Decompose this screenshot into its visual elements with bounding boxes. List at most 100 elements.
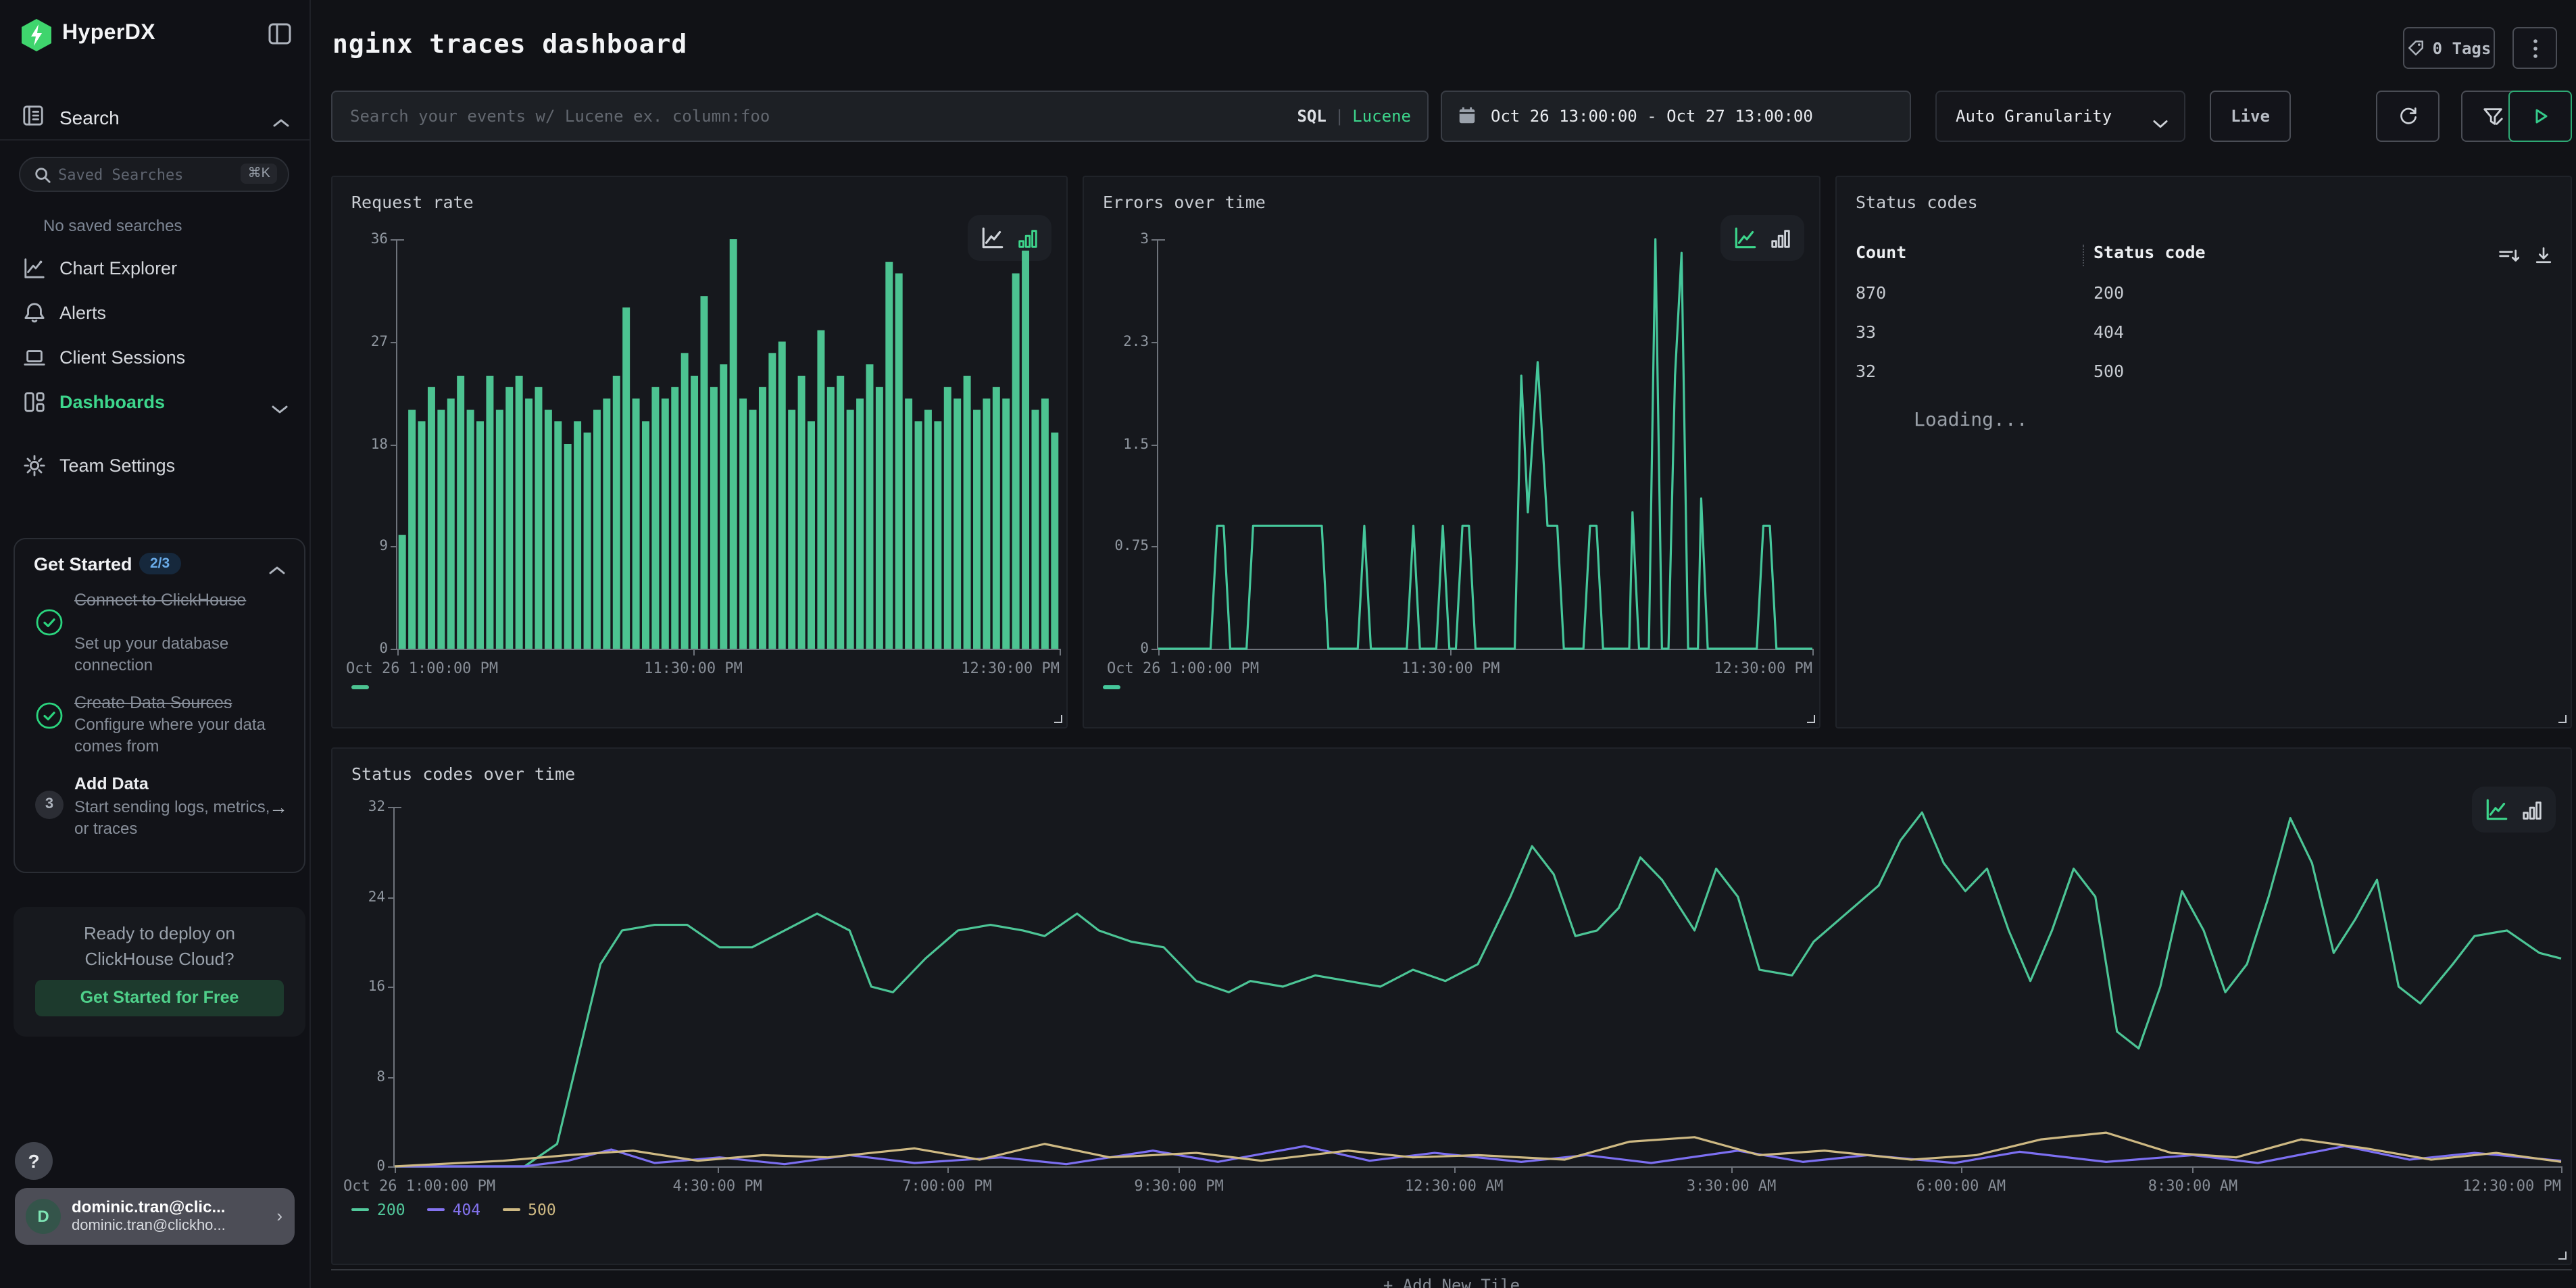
y-axis-tick-label: 18 — [370, 436, 388, 452]
legend-label: 500 — [528, 1200, 556, 1219]
chart-legend — [1103, 685, 1120, 689]
x-axis-tick-label: 12:30:00 AM — [1404, 1177, 1504, 1195]
legend-item[interactable] — [351, 685, 369, 689]
sidebar-item-alerts[interactable]: Alerts — [0, 293, 311, 334]
live-label: Live — [2231, 107, 2270, 126]
event-search-input[interactable]: Search your events w/ Lucene ex. column:… — [331, 91, 1429, 142]
sql-mode-toggle[interactable]: SQL — [1297, 107, 1327, 126]
bar-chart-icon[interactable] — [1016, 226, 1039, 249]
x-axis-tick-label: 12:30:00 PM — [1714, 660, 1812, 677]
legend-item[interactable] — [1103, 685, 1120, 689]
x-axis-tick-label: 12:30:00 PM — [961, 660, 1060, 677]
y-axis-tick-label: 2.3 — [1123, 333, 1149, 350]
legend-item[interactable]: 500 — [502, 1200, 556, 1219]
x-axis-tick-label: Oct 26 1:00:00 PM — [346, 660, 499, 677]
search-placeholder: Search your events w/ Lucene ex. column:… — [350, 107, 770, 126]
y-axis-tick — [388, 1166, 395, 1168]
step-desc: Configure where your data comes from — [74, 715, 266, 756]
play-icon — [2535, 109, 2547, 124]
nav-label: Client Sessions — [59, 347, 186, 368]
x-axis-tick-label: 7:00:00 PM — [902, 1177, 992, 1195]
y-axis-tick — [391, 649, 397, 650]
sidebar-collapse-icon[interactable] — [268, 22, 292, 46]
y-axis-tick-label: 8 — [376, 1068, 385, 1085]
sidebar-item-client-sessions[interactable]: Client Sessions — [0, 338, 311, 378]
table-header: Count Status code — [1837, 242, 2571, 274]
step-title: Connect to ClickHouse — [74, 591, 247, 610]
chevron-up-icon[interactable] — [269, 558, 285, 583]
step-desc: Start sending logs, metrics, or traces — [74, 797, 270, 838]
tags-button[interactable]: 0 Tags — [2403, 27, 2495, 69]
y-axis-tick — [1151, 444, 1158, 445]
legend-item[interactable]: 200 — [351, 1200, 405, 1219]
cell-count: 32 — [1856, 361, 1877, 381]
request-rate-chart[interactable]: 36 27 18 9 0 Oct 26 1:00:00 PM 11:30:00 PM 12:3… — [346, 231, 1061, 677]
x-axis-tick-label: 11:30:00 PM — [644, 660, 743, 677]
laptop-icon — [23, 346, 46, 376]
line-chart-icon[interactable] — [980, 225, 1006, 251]
status-codes-over-time-chart[interactable]: 32 24 16 8 0 Oct 26 1:00:00 PM 4:30:00 PM 7:00:… — [343, 799, 2561, 1195]
y-axis-tick — [388, 807, 395, 808]
y-axis-tick — [1151, 649, 1158, 650]
bar-chart-icon[interactable] — [2521, 798, 2544, 821]
page-title: nginx traces dashboard — [332, 30, 688, 59]
column-header-status-code[interactable]: Status code — [2094, 242, 2206, 262]
user-menu[interactable]: D dominic.tran@clic... dominic.tran@clic… — [15, 1188, 295, 1245]
sidebar-item-chart-explorer[interactable]: Chart Explorer — [0, 249, 311, 289]
y-axis-tick-label: 16 — [368, 979, 385, 995]
y-axis-tick-label: 0 — [1140, 641, 1149, 657]
y-axis-tick-label: 0 — [376, 1158, 385, 1174]
errors-chart[interactable]: 3 2.3 1.5 0.75 0 Oct 26 1:00:00 PM 11:30:00 PM… — [1107, 231, 1814, 677]
sidebar-item-search[interactable]: Search — [0, 97, 311, 141]
sort-rows-icon[interactable] — [2498, 245, 2520, 273]
x-axis-tick — [1450, 649, 1452, 655]
saved-searches-input[interactable]: Saved Searches ⌘K — [19, 157, 289, 192]
chevron-right-icon: › — [276, 1206, 282, 1226]
y-axis-tick-label: 3 — [1140, 231, 1149, 247]
dashboard-menu-button[interactable] — [2512, 27, 2557, 69]
table-row[interactable]: 32 500 — [1837, 361, 2571, 396]
date-range-picker[interactable]: Oct 26 13:00:00 - Oct 27 13:00:00 — [1441, 91, 1911, 142]
resize-handle[interactable] — [2558, 1252, 2567, 1260]
resize-handle[interactable] — [1807, 715, 1815, 723]
lucene-mode-toggle[interactable]: Lucene — [1352, 107, 1411, 126]
refresh-button[interactable] — [2376, 91, 2439, 142]
add-new-tile-button[interactable]: + Add New Tile — [331, 1269, 2572, 1288]
sidebar-item-team-settings[interactable]: Team Settings — [0, 446, 311, 487]
tile-title: Request rate — [351, 192, 474, 212]
x-axis-tick-label: 6:00:00 AM — [1916, 1177, 2006, 1195]
get-started-free-button[interactable]: Get Started for Free — [35, 980, 284, 1016]
x-axis-tick — [397, 649, 399, 655]
x-axis-tick — [1960, 1166, 1962, 1173]
sidebar-item-dashboards[interactable]: Dashboards — [0, 382, 311, 423]
run-query-button[interactable] — [2508, 91, 2572, 142]
x-axis-tick — [1158, 649, 1160, 655]
column-separator[interactable] — [2083, 245, 2084, 266]
sidebar: HyperDX Search Saved Searches ⌘K No save… — [0, 0, 311, 1288]
y-axis-tick-label: 1.5 — [1123, 436, 1149, 452]
cell-status-code: 200 — [2094, 282, 2125, 303]
column-header-count[interactable]: Count — [1856, 242, 1907, 262]
bar-chart-icon[interactable] — [1769, 226, 1792, 249]
nav-label: Alerts — [59, 303, 107, 323]
line-chart-icon[interactable] — [1733, 225, 1758, 251]
search-section-icon — [22, 104, 45, 134]
download-icon[interactable] — [2533, 245, 2554, 273]
line-chart-icon[interactable] — [2484, 797, 2510, 822]
y-axis-tick — [391, 341, 397, 343]
resize-handle[interactable] — [2558, 715, 2567, 723]
live-button[interactable]: Live — [2210, 91, 2291, 142]
help-button[interactable]: ? — [15, 1142, 53, 1180]
x-axis-tick-label: Oct 26 1:00:00 PM — [343, 1177, 496, 1195]
x-axis-tick-label: 9:30:00 PM — [1134, 1177, 1224, 1195]
table-row[interactable]: 870 200 — [1837, 282, 2571, 318]
mode-divider: | — [1334, 107, 1345, 126]
resize-handle[interactable] — [1054, 715, 1062, 723]
granularity-select[interactable]: Auto Granularity — [1935, 91, 2185, 142]
sidebar-header: HyperDX — [0, 14, 311, 59]
gear-icon — [23, 454, 46, 484]
y-axis-tick-label: 0 — [379, 641, 388, 657]
table-row[interactable]: 33 404 — [1837, 322, 2571, 357]
search-section-label: Search — [59, 107, 120, 128]
legend-item[interactable]: 404 — [426, 1200, 480, 1219]
